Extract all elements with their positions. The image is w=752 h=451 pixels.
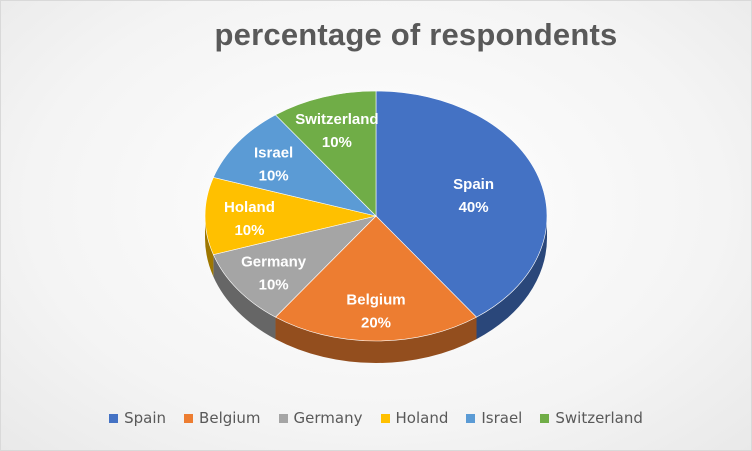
- pie-side-spain: [476, 216, 547, 340]
- legend-label: Switzerland: [555, 409, 643, 427]
- pie-side-belgium: [275, 317, 477, 364]
- chart-legend: Spain Belgium Germany Holand Israel Switzerla…: [1, 409, 751, 427]
- legend-swatch: [540, 413, 550, 423]
- legend-swatch: [380, 413, 390, 423]
- legend-item-holand: Holand: [380, 409, 449, 427]
- pie-slice-belgium: [274, 215, 478, 342]
- legend-item-switzerland: Switzerland: [540, 409, 643, 427]
- slice-value-germany: 10%: [259, 276, 289, 293]
- slice-value-switzerland: 10%: [322, 134, 352, 151]
- pie-slice-holand: [204, 177, 377, 255]
- legend-item-belgium: Belgium: [184, 409, 261, 427]
- slice-label-spain: Spain: [453, 176, 494, 193]
- slice-label-switzerland: Switzerland: [295, 111, 378, 128]
- legend-item-germany: Germany: [278, 409, 363, 427]
- pie-slice-spain: [375, 90, 548, 318]
- slice-value-israel: 10%: [259, 168, 289, 185]
- legend-label: Belgium: [199, 409, 261, 427]
- slice-label-holand: Holand: [224, 199, 275, 216]
- slice-label-israel: Israel: [254, 145, 293, 162]
- slice-value-holand: 10%: [234, 222, 264, 239]
- pie-side-holand: [205, 216, 214, 277]
- pie-slice-germany: [212, 215, 377, 318]
- pie-slice-switzerland: [274, 90, 377, 217]
- legend-swatch: [278, 413, 288, 423]
- slice-value-belgium: 20%: [361, 315, 391, 332]
- pie-side-germany: [213, 254, 276, 340]
- legend-label: Spain: [124, 409, 167, 427]
- legend-item-spain: Spain: [109, 409, 166, 427]
- legend-swatch: [109, 413, 119, 423]
- chart-title: percentage of respondents: [214, 17, 618, 52]
- legend-label: Israel: [481, 409, 523, 427]
- legend-swatch: [184, 413, 194, 423]
- legend-label: Germany: [293, 409, 363, 427]
- slice-label-germany: Germany: [241, 253, 307, 270]
- legend-label: Holand: [395, 409, 449, 427]
- pie-slice-israel: [212, 114, 377, 217]
- slice-label-belgium: Belgium: [346, 292, 405, 309]
- legend-swatch: [466, 413, 476, 423]
- slice-value-spain: 40%: [459, 199, 489, 216]
- legend-item-israel: Israel: [466, 409, 522, 427]
